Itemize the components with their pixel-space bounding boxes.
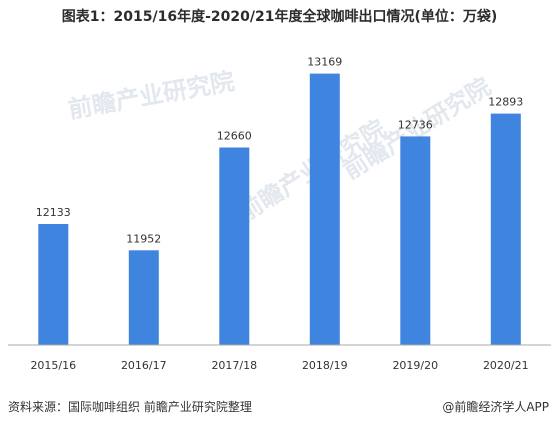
source-note: 资料来源：国际咖啡组织 前瞻产业研究院整理 — [8, 400, 252, 414]
x-tick-label: 2015/16 — [30, 359, 76, 372]
brand-credit: @前瞻经济学人APP — [442, 400, 549, 414]
value-label: 12893 — [488, 96, 523, 109]
bars-group — [38, 73, 521, 345]
bar-2017-18 — [219, 147, 250, 345]
value-label: 13169 — [307, 56, 342, 69]
value-label: 12133 — [36, 206, 71, 219]
x-tick-label: 2020/21 — [483, 359, 529, 372]
bar-2018-19 — [309, 73, 340, 345]
bar-2015-16 — [38, 224, 69, 345]
value-label: 12736 — [398, 118, 433, 131]
bar-2019-20 — [400, 136, 431, 345]
chart-title: 图表1：2015/16年度-2020/21年度全球咖啡出口情况(单位：万袋) — [61, 9, 498, 25]
x-tick-label: 2019/20 — [392, 359, 438, 372]
watermark-text: 前瞻产业研究院 — [66, 67, 236, 124]
value-label: 11952 — [126, 232, 161, 245]
watermark-layer: 前瞻产业研究院前瞻产业研究院前瞻产业研究院 — [66, 67, 495, 227]
value-label: 12660 — [217, 130, 252, 143]
x-tick-label: 2017/18 — [211, 359, 257, 372]
value-labels-group: 12133 11952 12660 13169 12736 12893 — [36, 56, 523, 246]
x-tick-label: 2016/17 — [121, 359, 167, 372]
x-tick-label: 2018/19 — [302, 359, 348, 372]
bar-2016-17 — [128, 250, 159, 345]
bar-2020-21 — [490, 113, 521, 345]
x-tick-labels-group: 2015/16 2016/17 2017/18 2018/19 2019/20 2020/… — [30, 359, 528, 372]
